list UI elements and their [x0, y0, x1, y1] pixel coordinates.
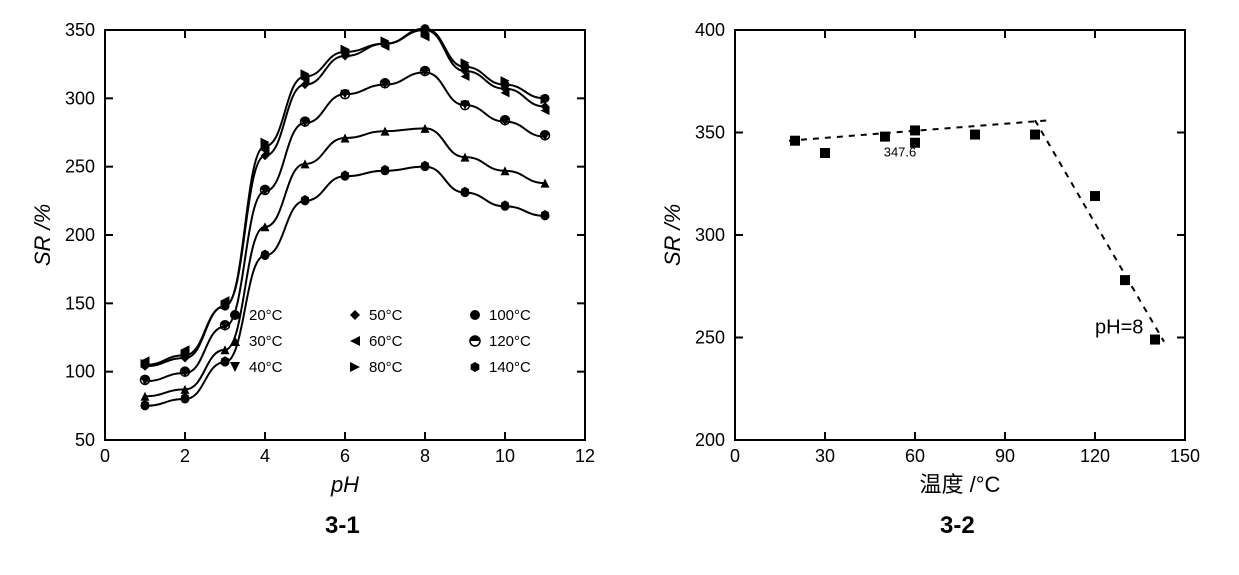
- svg-text:12: 12: [575, 446, 595, 466]
- svg-text:pH: pH: [330, 472, 359, 497]
- svg-text:90: 90: [995, 446, 1015, 466]
- svg-text:50: 50: [75, 430, 95, 450]
- svg-text:4: 4: [260, 446, 270, 466]
- svg-text:0: 0: [730, 446, 740, 466]
- chart-3-2-svg: 0 30 60 90 120 150 200 250 300 350 400 温度 /°C SR /% 3…: [650, 10, 1210, 510]
- svg-text:140°C: 140°C: [489, 359, 531, 376]
- chart-3-2: 0 30 60 90 120 150 200 250 300 350 400 温度 /°C SR /% 3…: [650, 10, 1210, 510]
- svg-text:150: 150: [65, 293, 95, 313]
- svg-text:SR /%: SR /%: [30, 204, 55, 266]
- chart-3-1-svg: 0 2 4 6 8 10 12 50 100 150 200 250 300 350 pH SR /% 20°C…: [20, 10, 620, 510]
- svg-text:60°C: 60°C: [369, 333, 403, 350]
- svg-text:100: 100: [65, 362, 95, 382]
- svg-text:10: 10: [495, 446, 515, 466]
- svg-text:60: 60: [905, 446, 925, 466]
- svg-text:400: 400: [695, 20, 725, 40]
- svg-text:20°C: 20°C: [249, 307, 283, 324]
- panel-label-3-2: 3-2: [940, 512, 975, 540]
- svg-text:80°C: 80°C: [369, 359, 403, 376]
- svg-text:40°C: 40°C: [249, 359, 283, 376]
- svg-text:30: 30: [815, 446, 835, 466]
- svg-text:SR /%: SR /%: [660, 204, 685, 266]
- svg-text:120: 120: [1080, 446, 1110, 466]
- svg-text:300: 300: [65, 88, 95, 108]
- svg-text:6: 6: [340, 446, 350, 466]
- chart-3-1: 0 2 4 6 8 10 12 50 100 150 200 250 300 350 pH SR /% 20°C…: [20, 10, 620, 510]
- svg-text:2: 2: [180, 446, 190, 466]
- svg-text:温度 /°C: 温度 /°C: [920, 472, 1001, 497]
- svg-text:300: 300: [695, 225, 725, 245]
- svg-text:100°C: 100°C: [489, 307, 531, 324]
- svg-text:150: 150: [1170, 446, 1200, 466]
- svg-text:30°C: 30°C: [249, 333, 283, 350]
- svg-text:250: 250: [65, 157, 95, 177]
- figure-root: 02468101250100150200250300350pHSR /%20°C…: [0, 0, 1239, 575]
- panel-label-3-1: 3-1: [325, 512, 360, 540]
- svg-text:8: 8: [420, 446, 430, 466]
- svg-text:50°C: 50°C: [369, 307, 403, 324]
- svg-text:0: 0: [100, 446, 110, 466]
- svg-text:120°C: 120°C: [489, 333, 531, 350]
- svg-text:350: 350: [65, 20, 95, 40]
- svg-text:347.6: 347.6: [884, 145, 917, 160]
- svg-text:350: 350: [695, 123, 725, 143]
- svg-text:200: 200: [65, 225, 95, 245]
- svg-text:pH=8: pH=8: [1095, 316, 1143, 338]
- svg-text:200: 200: [695, 430, 725, 450]
- svg-text:250: 250: [695, 328, 725, 348]
